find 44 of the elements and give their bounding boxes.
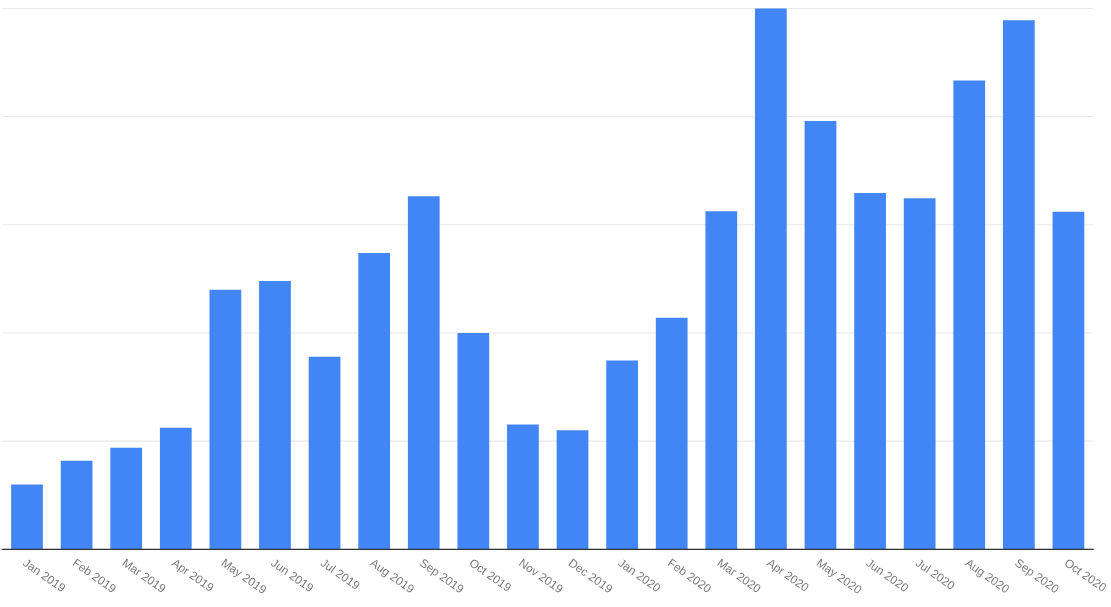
bar <box>1052 211 1085 550</box>
bar <box>308 356 341 550</box>
bar <box>259 281 291 550</box>
x-tick-label: Jan 2019 <box>22 558 67 593</box>
x-tick-label: Apr 2020 <box>764 557 810 594</box>
x-tick-label: Aug 2020 <box>962 557 1011 596</box>
bar <box>606 360 638 550</box>
bar <box>1002 20 1035 550</box>
x-tick-label: Jul 2019 <box>319 557 361 591</box>
bar <box>60 460 93 550</box>
x-tick-label: May 2020 <box>814 558 863 597</box>
x-tick-label: Jul 2020 <box>914 557 956 591</box>
bar <box>457 332 490 550</box>
bar <box>556 430 589 550</box>
x-tick-label: Jan 2020 <box>617 558 662 593</box>
bar <box>903 198 936 550</box>
bar <box>804 120 837 550</box>
x-tick-label: Sep 2020 <box>1012 558 1060 596</box>
bar <box>705 211 738 550</box>
x-tick-label: Mar 2020 <box>717 558 762 594</box>
x-tick-label: Oct 2020 <box>1063 558 1108 592</box>
x-tick-label: Oct 2019 <box>468 558 512 592</box>
x-tick-label: Feb 2019 <box>72 558 118 594</box>
bar <box>159 427 192 550</box>
x-tick-label: Feb 2020 <box>667 558 713 594</box>
x-tick-label: Jun 2020 <box>865 558 910 593</box>
bar <box>854 192 886 550</box>
bar <box>407 196 440 550</box>
bar <box>655 317 688 550</box>
x-tick-label: Jun 2019 <box>270 558 315 593</box>
x-tick-label: Dec 2019 <box>568 558 614 594</box>
bar <box>507 424 539 550</box>
bar <box>209 289 242 550</box>
bar <box>358 252 391 550</box>
x-tick-label: Aug 2019 <box>367 557 415 596</box>
x-tick-label: May 2019 <box>219 558 268 597</box>
bar <box>11 484 43 550</box>
x-tick-label: Mar 2019 <box>122 558 167 594</box>
x-tick-label: Sep 2019 <box>417 558 465 596</box>
x-tick-label: Nov 2019 <box>518 558 564 594</box>
x-tick-label: Apr 2019 <box>169 557 215 594</box>
bar <box>953 80 986 550</box>
bar <box>110 447 143 550</box>
bar <box>755 8 787 550</box>
